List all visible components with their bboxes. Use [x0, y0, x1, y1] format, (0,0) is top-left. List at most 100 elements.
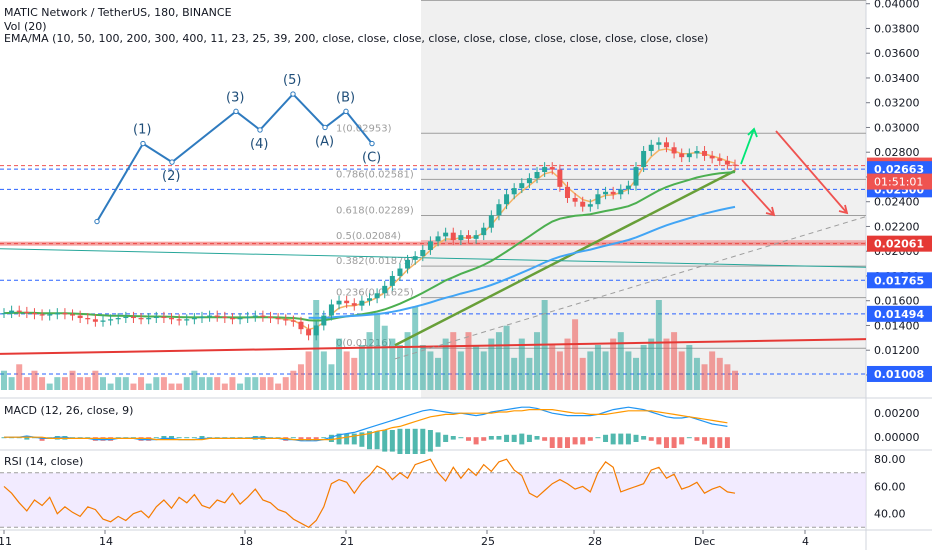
price-tag-label: 0.02663	[874, 163, 924, 176]
macd-histogram-bar	[511, 434, 517, 442]
volume-bar	[1, 370, 7, 390]
volume-bar	[549, 345, 556, 390]
macd-histogram-bar	[115, 437, 121, 439]
candle-body	[496, 204, 502, 216]
candle-body	[138, 318, 144, 320]
price-tag-box	[867, 365, 932, 382]
volume-bar	[648, 338, 655, 390]
volume-bar	[518, 338, 525, 390]
projection-arrow-down	[741, 179, 775, 216]
candle-body	[283, 319, 289, 321]
volume-bar	[617, 332, 624, 390]
rsi-tick-label: 60.00	[874, 480, 906, 493]
macd-histogram-bar	[686, 437, 692, 439]
candle-body	[671, 147, 677, 154]
wave-label: (C)	[362, 151, 381, 166]
candle-body	[526, 178, 532, 184]
candle-body	[481, 227, 487, 236]
candle-body	[427, 241, 433, 250]
candle-body	[237, 318, 243, 320]
volume-bar	[275, 383, 282, 390]
macd-histogram-bar	[176, 437, 182, 439]
volume-bar	[320, 351, 327, 390]
macd-histogram-bar	[450, 436, 456, 440]
volume-bar	[412, 306, 419, 390]
arrow-head	[838, 204, 849, 215]
candle-body	[146, 318, 152, 320]
candle-body	[603, 191, 609, 195]
candle-body	[85, 318, 91, 320]
volume-bar	[153, 377, 160, 390]
volume-bar	[579, 357, 586, 390]
candle-body	[328, 304, 334, 316]
rsi-tick-label: 80.00	[874, 453, 906, 466]
wave-label: (5)	[283, 73, 301, 88]
candle-body	[130, 316, 136, 319]
volume-bar	[191, 370, 198, 390]
wave-point	[290, 91, 296, 97]
volume-bar	[358, 345, 365, 390]
candle-body	[275, 318, 281, 320]
macd-histogram-bar	[618, 433, 624, 445]
candle-body	[9, 310, 15, 314]
time-tick-label: 11	[0, 535, 12, 548]
candle-body	[229, 318, 235, 320]
candle-body	[62, 313, 68, 315]
volume-legend: Vol (20)	[4, 20, 47, 33]
price-tick-label: 0.03600	[874, 47, 920, 60]
wave-point	[322, 124, 328, 131]
volume-bar	[237, 383, 244, 390]
macd-histogram-bar	[85, 437, 91, 439]
volume-bar	[457, 351, 464, 390]
volume-bar	[450, 332, 457, 390]
macd-histogram-bar	[481, 437, 487, 441]
candle-body	[641, 150, 647, 168]
macd-histogram-bar	[557, 437, 563, 448]
time-tick-label: 28	[588, 535, 602, 548]
candle-body	[686, 153, 692, 158]
macd-histogram-bar	[519, 433, 525, 445]
macd-histogram-bar	[427, 430, 433, 452]
price-tag-box	[867, 272, 932, 289]
price-tick-label: 0.03200	[874, 97, 920, 110]
price-tick-label: 0.03800	[874, 22, 920, 35]
candle-body	[359, 300, 365, 306]
macd-histogram-bar	[572, 437, 578, 445]
macd-histogram-bar	[496, 436, 502, 440]
volume-bar	[122, 377, 129, 390]
volume-bar	[214, 377, 221, 390]
candle-body	[77, 315, 83, 319]
candle-body	[443, 232, 449, 237]
fib-level-label: 1.618(0.04027)	[336, 0, 414, 1]
volume-bar	[99, 377, 106, 390]
wave-label: (A)	[315, 134, 334, 149]
macd-histogram-bar	[663, 437, 669, 448]
macd-histogram-bar	[641, 436, 647, 440]
candle-body	[702, 150, 708, 156]
volume-bar	[732, 370, 738, 390]
price-tag-label: 0.02061	[874, 238, 924, 251]
price-tick-label: 0.02400	[874, 196, 920, 209]
volume-bar	[442, 338, 449, 390]
macd-histogram-bar	[229, 437, 235, 439]
volume-bar	[640, 345, 647, 390]
macd-histogram-bar	[534, 436, 540, 440]
candle-body	[115, 318, 121, 320]
volume-bar	[305, 351, 312, 390]
volume-bar	[61, 377, 68, 390]
volume-bar	[526, 357, 533, 390]
wave-point	[140, 140, 146, 147]
price-tick-label: 0.01600	[874, 295, 920, 308]
arrow-head	[747, 127, 758, 138]
candle-body	[336, 300, 342, 305]
candle-body	[123, 316, 129, 319]
volume-bar	[473, 345, 480, 390]
candle-body	[100, 320, 106, 322]
volume-bar	[229, 377, 236, 390]
fib-level-label: 0.786(0.02581)	[336, 169, 414, 180]
macd-histogram-bar	[709, 437, 715, 448]
volume-bar	[671, 332, 678, 390]
candle-body	[222, 316, 228, 319]
volume-bar	[168, 383, 175, 390]
